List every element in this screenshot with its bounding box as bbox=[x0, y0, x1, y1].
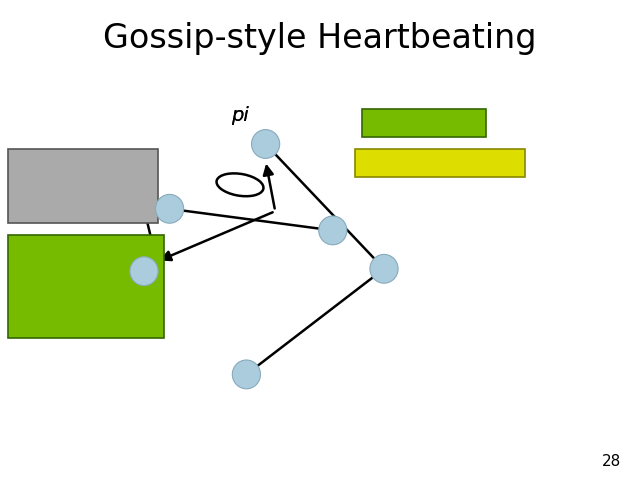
Ellipse shape bbox=[319, 216, 347, 245]
Text: =logN * tg: =logN * tg bbox=[379, 114, 467, 132]
Text: T: T bbox=[368, 114, 380, 132]
Text: pi: pi bbox=[231, 106, 249, 125]
Text: T: T bbox=[472, 154, 483, 172]
Ellipse shape bbox=[156, 194, 184, 223]
Text: Array of
Heartbeat Seq. l
for member subset: Array of Heartbeat Seq. l for member sub… bbox=[15, 157, 156, 215]
Text: Gossip-style Heartbeating: Gossip-style Heartbeating bbox=[103, 22, 537, 55]
FancyBboxPatch shape bbox=[355, 149, 525, 177]
FancyBboxPatch shape bbox=[8, 149, 158, 223]
FancyBboxPatch shape bbox=[362, 109, 486, 137]
Ellipse shape bbox=[370, 254, 398, 283]
Text: 28: 28 bbox=[602, 455, 621, 469]
Ellipse shape bbox=[232, 360, 260, 389]
Ellipse shape bbox=[252, 130, 280, 158]
Text: pi: pi bbox=[231, 106, 249, 125]
Text: L=N/tg=N*logN/: L=N/tg=N*logN/ bbox=[362, 154, 498, 172]
Text: Every tg units
=gossip period,
send O(N) gossip
message: Every tg units =gossip period, send O(N)… bbox=[15, 248, 141, 326]
FancyBboxPatch shape bbox=[8, 235, 164, 338]
Ellipse shape bbox=[130, 257, 158, 286]
